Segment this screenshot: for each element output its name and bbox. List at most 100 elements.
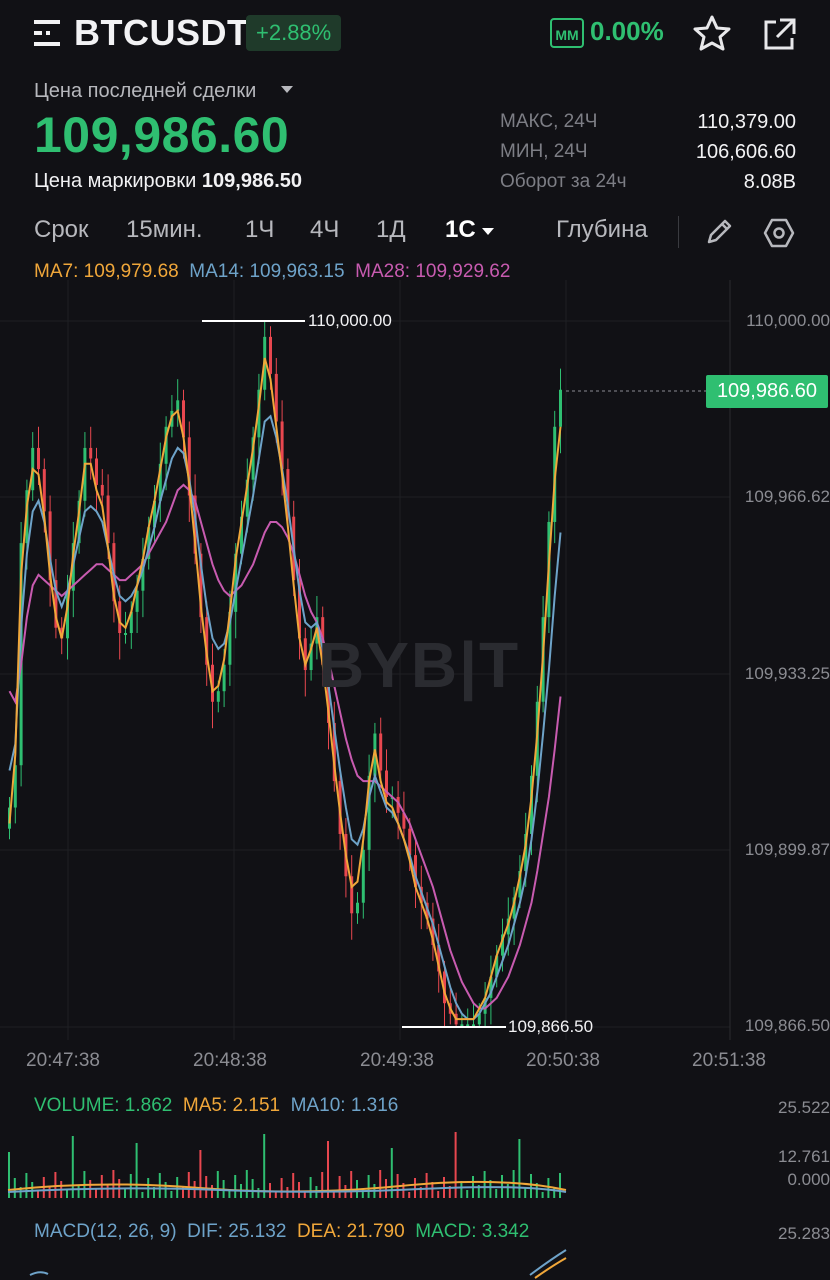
watermark-logo: BYB|T bbox=[318, 629, 521, 701]
volume-bar bbox=[448, 1186, 451, 1198]
mm-value[interactable]: 0.00% bbox=[590, 16, 664, 46]
candle-body bbox=[466, 1024, 470, 1027]
high-marker-label: 110,000.00 bbox=[308, 311, 392, 330]
volume-bar bbox=[321, 1172, 324, 1198]
volume-bar bbox=[547, 1178, 550, 1198]
candle-body bbox=[228, 611, 232, 665]
tab-period[interactable]: Срок bbox=[34, 216, 89, 243]
volume-bar bbox=[292, 1173, 295, 1198]
tab-1d[interactable]: 1Д bbox=[376, 216, 406, 243]
candle-body bbox=[414, 855, 417, 887]
volume-ma10-line bbox=[7, 1186, 567, 1193]
candle-body bbox=[48, 511, 52, 581]
candle-body bbox=[518, 870, 522, 898]
volume-bar bbox=[77, 1185, 80, 1198]
volume-axis-label: 12.761 bbox=[778, 1147, 830, 1166]
volume-bar bbox=[431, 1182, 434, 1198]
volume-bar bbox=[280, 1178, 283, 1198]
time-axis-label: 20:49:38 bbox=[360, 1050, 434, 1071]
symbol-title[interactable]: BTCUSDT bbox=[74, 12, 250, 53]
candle-body bbox=[257, 389, 261, 438]
volume-bar bbox=[437, 1191, 440, 1198]
volume-bar bbox=[164, 1182, 167, 1198]
volume-bar bbox=[489, 1180, 492, 1198]
volume-bar bbox=[559, 1173, 561, 1198]
candle-body bbox=[42, 469, 46, 512]
candle-body bbox=[327, 664, 330, 723]
candle-body bbox=[512, 897, 516, 919]
volume-bar bbox=[187, 1172, 190, 1198]
volume-bar bbox=[338, 1176, 341, 1198]
volume-bar bbox=[48, 1186, 51, 1198]
candle-body bbox=[559, 389, 562, 427]
tab-depth[interactable]: Глубина bbox=[556, 216, 648, 243]
candle-body bbox=[37, 447, 40, 470]
chevron-down-icon[interactable] bbox=[482, 228, 494, 235]
ma28-line bbox=[8, 483, 562, 1010]
volume-bar bbox=[129, 1174, 132, 1198]
volume-bar bbox=[245, 1170, 248, 1198]
candle-body bbox=[95, 458, 98, 485]
candle-body bbox=[332, 722, 336, 782]
volume-bar bbox=[124, 1188, 126, 1198]
volume-bar bbox=[495, 1189, 498, 1198]
volume-bar bbox=[170, 1191, 173, 1198]
candlestick-chart[interactable] bbox=[0, 280, 830, 1080]
volume-chart[interactable] bbox=[0, 1110, 830, 1210]
tab-4h[interactable]: 4Ч bbox=[310, 216, 340, 243]
volume-bar bbox=[553, 1187, 556, 1198]
volume-ma10-label: MA10: 1.316 bbox=[290, 1095, 399, 1116]
candle-body bbox=[100, 484, 104, 496]
candle-body bbox=[13, 765, 17, 808]
candle-body bbox=[472, 1024, 475, 1027]
volume-bar bbox=[460, 1181, 463, 1198]
candle-body bbox=[187, 437, 191, 496]
candle-body bbox=[477, 1013, 481, 1025]
price-axis-label: 109,966.62 bbox=[744, 487, 830, 506]
candle-body bbox=[385, 770, 388, 797]
volume-bar bbox=[263, 1134, 266, 1198]
macd-chart[interactable] bbox=[0, 1230, 830, 1280]
candle-body bbox=[118, 601, 122, 634]
mark-price-value: 109,986.50 bbox=[201, 170, 303, 192]
volume-bar bbox=[234, 1175, 237, 1198]
ma14-label: MA14: 109,963.15 bbox=[189, 261, 345, 282]
volume-bar bbox=[141, 1192, 144, 1198]
candle-body bbox=[437, 945, 441, 972]
candle-body bbox=[367, 775, 371, 850]
star-icon[interactable] bbox=[692, 14, 732, 57]
volume-bar bbox=[530, 1174, 532, 1198]
volume-bar bbox=[361, 1189, 364, 1198]
candle-body bbox=[251, 437, 255, 480]
candle-body bbox=[54, 580, 58, 628]
mark-price-label: Цена маркировки bbox=[34, 170, 197, 192]
candle-body bbox=[158, 463, 162, 501]
menu-icon[interactable] bbox=[34, 19, 64, 47]
tab-15min[interactable]: 15мин. bbox=[126, 216, 203, 243]
volume-bar bbox=[54, 1172, 57, 1198]
last-price-label[interactable]: Цена последней сделки bbox=[34, 80, 257, 102]
candle-body bbox=[153, 500, 156, 528]
mm-badge[interactable]: MM bbox=[550, 18, 584, 48]
volume-bar bbox=[95, 1189, 97, 1198]
pencil-icon[interactable] bbox=[703, 216, 735, 253]
mark-price: Цена маркировки 109,986.50 bbox=[34, 170, 302, 193]
chevron-down-icon[interactable] bbox=[281, 86, 293, 93]
candle-body bbox=[269, 336, 272, 374]
macd-params-label: MACD(12, 26, 9) bbox=[34, 1221, 177, 1242]
tab-1s[interactable]: 1С bbox=[445, 216, 476, 243]
volume-bars bbox=[7, 1132, 567, 1198]
macd-dif-label: DIF: 25.132 bbox=[187, 1221, 287, 1242]
candle-body bbox=[495, 955, 499, 977]
volume-bar bbox=[332, 1190, 335, 1198]
tab-1h[interactable]: 1Ч bbox=[245, 216, 275, 243]
settings-icon[interactable] bbox=[762, 216, 796, 255]
candle-body bbox=[135, 590, 139, 612]
candle-body bbox=[211, 664, 214, 702]
volume-bar bbox=[541, 1192, 544, 1198]
share-icon[interactable] bbox=[760, 16, 798, 59]
candle-body bbox=[460, 1024, 464, 1027]
candle-body bbox=[205, 617, 209, 665]
volume-legend: VOLUME: 1.862 MA5: 2.151 MA10: 1.316 bbox=[34, 1095, 398, 1117]
macd-dea-label: DEA: 21.790 bbox=[296, 1221, 405, 1242]
